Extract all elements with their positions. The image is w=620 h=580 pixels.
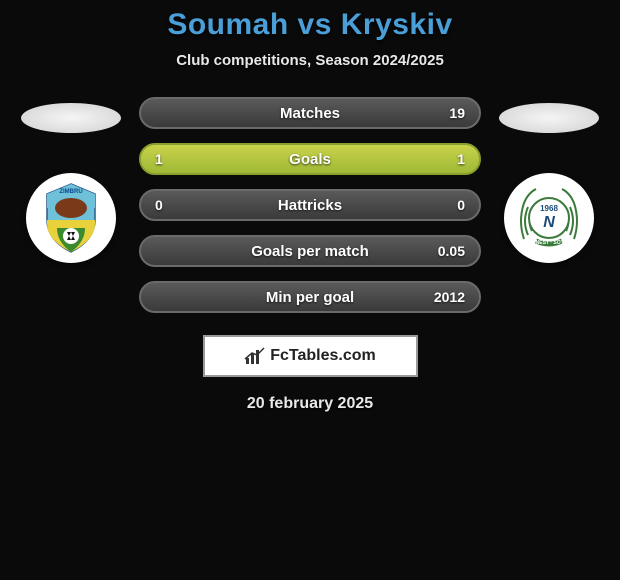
stat-row-matches: Matches 19 (139, 97, 481, 129)
player-photo-placeholder-right (499, 103, 599, 133)
svg-text:I.L. NEST · SOTRA: I.L. NEST · SOTRA (527, 240, 571, 246)
right-column: 1968 N I.L. NEST · SOTRA (499, 97, 599, 263)
svg-text:ZIMBRU: ZIMBRU (59, 189, 82, 195)
club-badge-left: ZIMBRU (26, 173, 116, 263)
comparison-widget: Soumah vs Kryskiv Club competitions, Sea… (0, 0, 620, 413)
page-subtitle: Club competitions, Season 2024/2025 (176, 52, 444, 69)
stat-right-value: 1 (457, 151, 465, 167)
stat-left-value: 1 (155, 151, 163, 167)
stat-label: Goals (289, 151, 331, 168)
stat-row-min-per-goal: Min per goal 2012 (139, 281, 481, 313)
club-badge-right: 1968 N I.L. NEST · SOTRA (504, 173, 594, 263)
stat-label: Goals per match (251, 243, 369, 260)
left-column: ZIMBRU (21, 97, 121, 263)
nest-sotra-logo-icon: 1968 N I.L. NEST · SOTRA (508, 177, 590, 259)
stat-right-value: 19 (449, 105, 465, 121)
stat-row-goals-per-match: Goals per match 0.05 (139, 235, 481, 267)
stat-left-value: 0 (155, 197, 163, 213)
stat-right-value: 0.05 (438, 243, 465, 259)
stat-right-value: 2012 (434, 289, 465, 305)
stats-list: Matches 19 1 Goals 1 0 Hattricks 0 Goals… (139, 97, 481, 313)
svg-text:N: N (543, 214, 555, 231)
brand-box[interactable]: FcTables.com (203, 335, 418, 377)
brand-text: FcTables.com (270, 347, 376, 365)
stat-label: Min per goal (266, 289, 354, 306)
stat-label: Hattricks (278, 197, 342, 214)
date-label: 20 february 2025 (247, 395, 373, 413)
stat-row-goals: 1 Goals 1 (139, 143, 481, 175)
comparison-body: ZIMBRU Matches 19 1 Goals 1 0 Hattricks … (0, 97, 620, 313)
page-title: Soumah vs Kryskiv (167, 8, 452, 42)
stat-label: Matches (280, 105, 340, 122)
player-photo-placeholder-left (21, 103, 121, 133)
svg-text:1968: 1968 (540, 204, 558, 213)
zimbru-logo-icon: ZIMBRU (33, 180, 109, 256)
stat-right-value: 0 (457, 197, 465, 213)
stat-row-hattricks: 0 Hattricks 0 (139, 189, 481, 221)
chart-icon (244, 346, 266, 366)
